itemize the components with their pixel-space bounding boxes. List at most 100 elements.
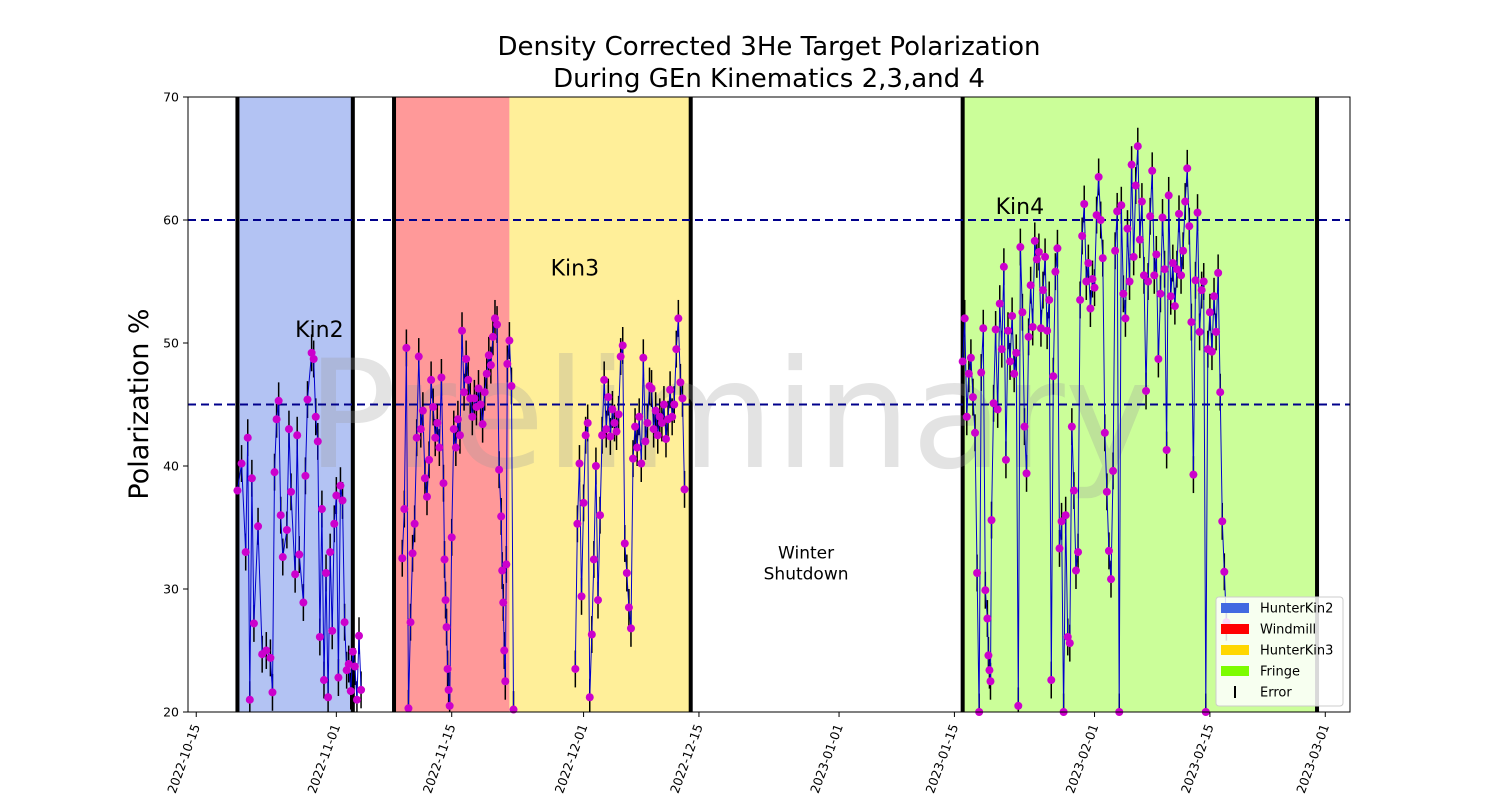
data-point [618, 341, 627, 350]
data-point [408, 549, 417, 558]
data-point [655, 412, 664, 421]
data-point [973, 569, 982, 578]
data-point [247, 474, 256, 483]
annotations: Winter Shutdown [764, 544, 849, 585]
plot-frame [187, 96, 1351, 713]
data-point [1117, 201, 1126, 210]
data-point [624, 603, 633, 612]
data-point [443, 664, 452, 673]
data-point [505, 336, 514, 345]
data-point [319, 676, 328, 685]
data-point [1119, 289, 1128, 298]
data-point [445, 701, 454, 710]
data-point [233, 486, 242, 495]
data-point [593, 596, 602, 605]
data-point [433, 418, 442, 427]
legend-swatch [1221, 666, 1249, 676]
data-point [981, 586, 990, 595]
data-point [303, 395, 312, 404]
data-point [1096, 216, 1105, 224]
data-point [1210, 292, 1219, 301]
data-point [262, 646, 271, 655]
data-point [404, 704, 413, 713]
legend-label: Error [1260, 686, 1292, 701]
data-point [971, 428, 980, 437]
data-point [1183, 164, 1192, 173]
data-point [482, 369, 491, 378]
data-point [442, 623, 451, 632]
data-point [1142, 386, 1151, 395]
data-point [355, 631, 364, 640]
data-point [1150, 271, 1159, 280]
kin-label: Kin2 [295, 318, 343, 343]
data-point [350, 662, 359, 671]
x-tick-label: 2022-11-01 [304, 722, 343, 795]
data-point [1088, 275, 1097, 284]
data-point [1191, 276, 1200, 285]
data-point [502, 560, 511, 569]
legend-label: Windmill [1260, 623, 1316, 638]
data-point [1220, 567, 1229, 576]
data-point [245, 695, 254, 704]
data-point [338, 496, 347, 505]
data-point [342, 666, 351, 675]
data-point [1185, 222, 1194, 231]
data-point [587, 630, 596, 639]
data-point [274, 396, 283, 405]
data-point [573, 519, 582, 528]
data-point [1080, 200, 1089, 209]
data-point [635, 412, 644, 421]
data-point [410, 519, 419, 528]
kin-label: Kin3 [551, 256, 599, 281]
data-point [1102, 487, 1111, 496]
data-point [346, 687, 355, 696]
data-point [429, 402, 438, 411]
data-point [600, 375, 609, 384]
data-point [486, 361, 495, 370]
data-point [1094, 172, 1103, 181]
data-point [282, 525, 291, 534]
data-point [348, 647, 357, 656]
chart-subtitle: During GEn Kinematics 2,3,and 4 [553, 64, 985, 94]
data-point [243, 433, 252, 442]
y-tick-label: 50 [163, 336, 179, 351]
data-point [985, 666, 994, 675]
data-point [402, 343, 411, 352]
data-point [1104, 546, 1113, 555]
data-point [488, 332, 497, 341]
data-point [299, 598, 308, 607]
legend-swatch [1221, 645, 1249, 655]
data-point [977, 368, 986, 377]
data-point [661, 434, 670, 443]
plot-area: Preliminary Kin2 Kin3 Kin4 Winter Shutdown [187, 96, 1351, 716]
data-point [317, 505, 326, 514]
data-point [435, 443, 444, 452]
data-point [629, 454, 638, 463]
data-point [507, 382, 516, 391]
data-point [503, 359, 512, 368]
data-point [641, 437, 650, 446]
data-point [478, 420, 487, 429]
data-point [1049, 372, 1058, 381]
data-point [1063, 632, 1072, 641]
data-point [1135, 235, 1144, 244]
data-point [579, 498, 588, 507]
preliminary-watermark: Preliminary [306, 329, 1153, 503]
data-point [1127, 160, 1136, 169]
data-point [983, 614, 992, 623]
data-point [307, 348, 316, 357]
data-point [1166, 292, 1175, 301]
data-point [571, 664, 580, 673]
data-point [278, 553, 287, 562]
x-tick-label: 2022-10-15 [164, 722, 203, 795]
annotation-text: Winter Shutdown [764, 544, 849, 585]
data-point [1065, 639, 1074, 648]
data-point [993, 405, 1002, 414]
data-point [284, 425, 293, 434]
data-point [249, 619, 258, 628]
data-point [1212, 327, 1221, 336]
legend-label: HunterKin3 [1260, 644, 1333, 659]
kin-label: Kin4 [996, 195, 1044, 220]
data-point [1084, 259, 1093, 268]
